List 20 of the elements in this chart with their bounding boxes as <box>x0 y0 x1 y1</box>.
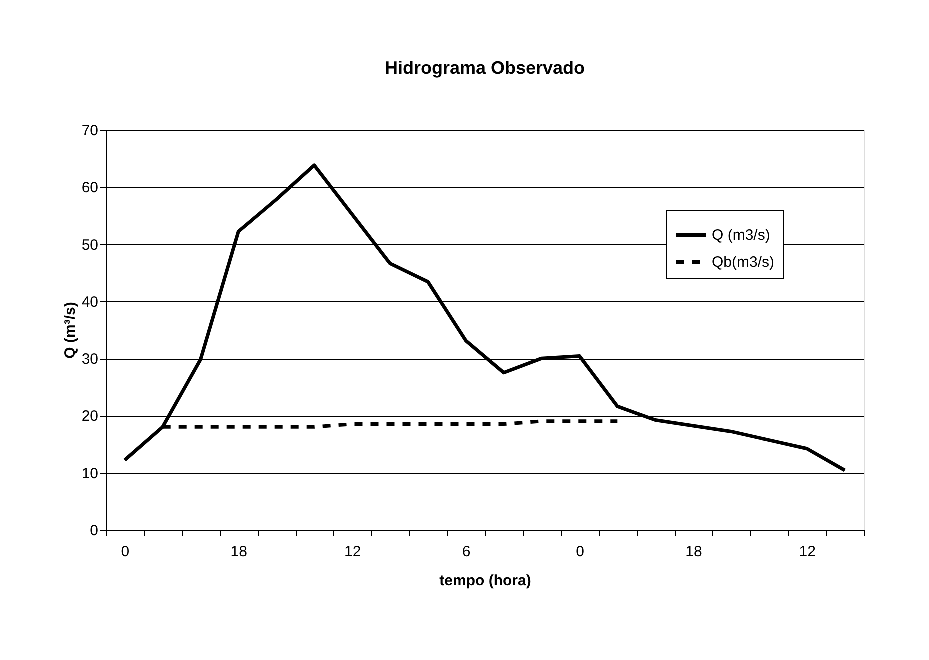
chart-title: Hidrograma Observado <box>384 58 586 78</box>
x-tick-label: 18 <box>686 544 702 560</box>
y-tick-label: 0 <box>90 522 98 540</box>
legend-label: Qb(m3/s) <box>712 254 775 271</box>
legend-label: Q (m3/s) <box>712 227 770 244</box>
x-tick-label: 6 <box>462 544 471 560</box>
y-tick-label: 70 <box>82 122 98 140</box>
y-tick-label: 10 <box>82 465 98 482</box>
y-tick-label: 40 <box>82 294 98 311</box>
x-tick-label: 0 <box>576 544 584 560</box>
x-axis-title: tempo (hora) <box>440 572 532 590</box>
x-tick-label: 12 <box>344 544 362 560</box>
y-axis-title: Q (m³/s) <box>62 302 79 359</box>
x-tick-label: 0 <box>121 544 130 560</box>
y-tick-label: 60 <box>82 180 98 197</box>
x-tick-label: 18 <box>230 544 248 560</box>
x-tick-label: 12 <box>799 544 816 560</box>
y-tick-label: 30 <box>82 351 98 368</box>
y-tick-label: 20 <box>82 408 98 426</box>
y-tick-label: 50 <box>82 236 98 254</box>
